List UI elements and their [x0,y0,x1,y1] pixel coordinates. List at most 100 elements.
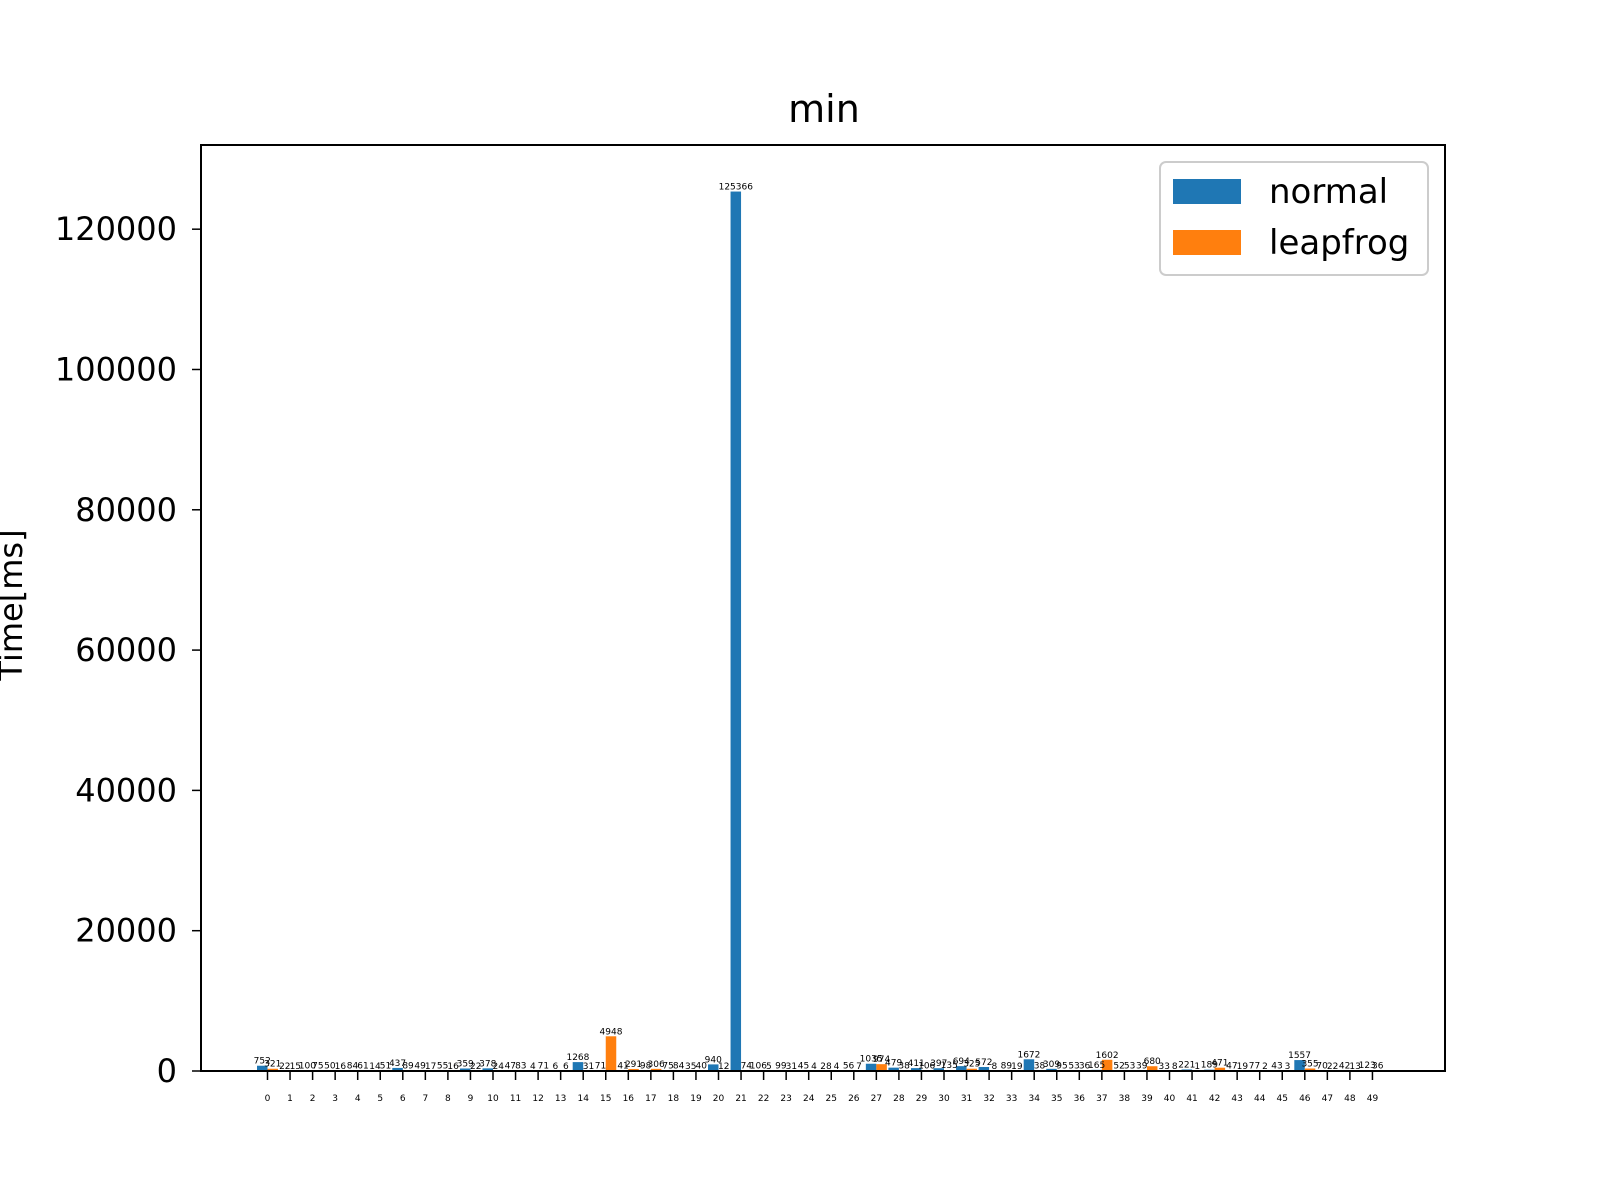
bar-normal-35 [1046,1068,1057,1071]
x-tick-label-10: 10 [487,1094,499,1104]
data-label-normal-41: 221 [1178,1060,1195,1070]
bar-leapfrog-37 [1101,1059,1113,1071]
data-label-normal-17: 98 [640,1061,652,1071]
data-label-normal-12: 4 [530,1062,536,1072]
x-tick-label-7: 7 [422,1094,428,1104]
data-label-normal-46: 1557 [1288,1051,1311,1061]
x-tick-label-5: 5 [377,1094,383,1104]
data-label-normal-22: 106 [750,1061,767,1071]
x-tick-label-16: 16 [623,1094,635,1104]
y-tick-label-40000: 40000 [75,771,177,809]
data-label-normal-18: 75 [662,1061,673,1071]
x-tick-label-12: 12 [532,1094,543,1104]
y-tick-label-80000: 80000 [75,491,177,529]
bar-leapfrog-31 [966,1068,978,1071]
data-label-leapfrog-37: 1602 [1096,1051,1119,1061]
x-tick-label-46: 46 [1299,1094,1311,1104]
y-axis-label: Time[ms] [0,529,30,681]
data-label-leapfrog-28: 38 [898,1062,910,1072]
data-label-normal-13: 6 [553,1062,559,1072]
data-label-normal-20: 940 [705,1055,722,1065]
y-tick-label-0: 0 [157,1052,177,1090]
bar-leapfrog-16 [628,1068,639,1071]
bar-normal-9 [459,1068,471,1071]
data-label-normal-30: 397 [930,1059,947,1069]
legend-label-leapfrog: leapfrog [1269,223,1409,263]
data-label-leapfrog-46: 355 [1301,1060,1318,1070]
y-tick-label-20000: 20000 [75,912,177,950]
legend-swatch-normal [1173,179,1241,204]
x-tick-label-9: 9 [468,1094,474,1104]
y-tick-label-100000: 100000 [55,350,177,388]
bar-normal-20 [708,1064,719,1071]
x-tick-label-48: 48 [1344,1094,1356,1104]
data-label-normal-36: 53 [1068,1062,1079,1072]
x-tick-label-44: 44 [1254,1094,1266,1104]
bar-normal-0 [257,1065,268,1071]
data-label-normal-47: 70 [1316,1062,1328,1072]
data-label-normal-7: 49 [414,1062,426,1072]
x-tick-label-43: 43 [1231,1094,1242,1104]
data-label-leapfrog-32: 8 [991,1062,997,1072]
bar-normal-21 [730,191,742,1071]
data-label-normal-34: 1672 [1017,1050,1040,1060]
data-label-leapfrog-40: 8 [1172,1062,1178,1072]
data-label-leapfrog-21: 74 [741,1061,753,1071]
data-label-leapfrog-30: 135 [941,1061,958,1071]
data-label-normal-27: 1035 [860,1055,883,1065]
x-tick-label-41: 41 [1186,1094,1197,1104]
x-tick-label-38: 38 [1119,1094,1131,1104]
bar-normal-30 [933,1068,944,1071]
data-label-normal-4: 84 [347,1061,359,1071]
bar-normal-27 [865,1063,877,1071]
data-label-leapfrog-49: 36 [1372,1062,1384,1072]
data-label-normal-10: 378 [479,1059,496,1069]
bar-leapfrog-46 [1304,1068,1316,1071]
bar-normal-46 [1294,1060,1305,1071]
x-tick-label-45: 45 [1277,1094,1288,1104]
data-label-leapfrog-10: 24 [493,1062,505,1072]
data-label-normal-45: 43 [1271,1062,1282,1072]
data-label-leapfrog-14: 31 [583,1062,594,1072]
legend-label-normal: normal [1269,172,1388,212]
data-label-normal-19: 35 [685,1062,696,1072]
x-tick-label-37: 37 [1096,1094,1107,1104]
x-tick-label-17: 17 [645,1094,656,1104]
x-tick-label-3: 3 [332,1094,338,1104]
data-label-leapfrog-20: 12 [718,1062,729,1072]
data-label-normal-32: 572 [975,1058,992,1068]
data-label-normal-24: 45 [798,1062,809,1072]
x-tick-label-11: 11 [510,1094,521,1104]
data-label-normal-2: 100 [299,1061,316,1071]
x-tick-label-15: 15 [600,1094,611,1104]
x-tick-label-40: 40 [1164,1094,1176,1104]
bar-leapfrog-17 [650,1068,662,1071]
data-label-normal-31: 694 [953,1057,970,1067]
y-tick-label-60000: 60000 [75,631,177,669]
bar-normal-31 [956,1066,967,1071]
data-label-leapfrog-42: 471 [1211,1059,1228,1069]
x-tick-label-18: 18 [668,1094,680,1104]
bar-leapfrog-27 [876,1064,887,1071]
data-label-leapfrog-48: 13 [1349,1062,1360,1072]
data-label-leapfrog-0: 321 [264,1060,281,1070]
x-tick-label-0: 0 [265,1094,271,1104]
data-label-leapfrog-39: 680 [1144,1057,1161,1067]
bar-leapfrog-15 [605,1036,617,1071]
x-tick-label-27: 27 [871,1094,882,1104]
x-tick-label-25: 25 [826,1094,837,1104]
x-tick-label-32: 32 [983,1094,994,1104]
x-tick-label-22: 22 [758,1094,769,1104]
bar-normal-6 [392,1067,403,1071]
data-label-leapfrog-9: 22 [470,1062,481,1072]
data-label-leapfrog-23: 31 [786,1062,797,1072]
data-label-normal-15: 71 [595,1062,606,1072]
data-label-leapfrog-22: 5 [766,1062,772,1072]
data-label-normal-33: 89 [1001,1061,1013,1071]
data-label-normal-42: 189 [1201,1061,1218,1071]
x-tick-label-14: 14 [577,1094,589,1104]
data-label-leapfrog-24: 4 [811,1062,817,1072]
data-label-normal-35: 309 [1043,1060,1060,1070]
data-label-normal-38: 52 [1113,1062,1124,1072]
